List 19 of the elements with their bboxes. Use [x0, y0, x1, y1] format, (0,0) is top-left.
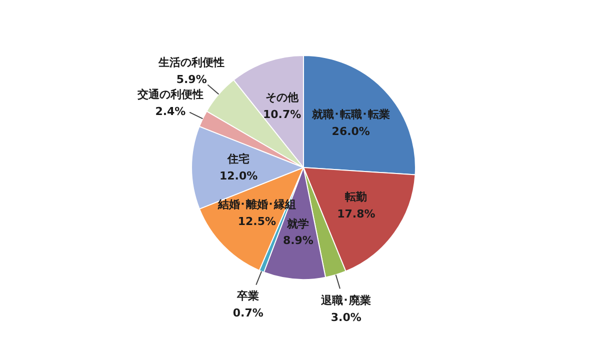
- data-label: 17.8%: [337, 207, 376, 220]
- slice-label: 交通の利便性: [136, 88, 204, 102]
- data-label: 5.9%: [176, 72, 207, 86]
- data-label: 2.4%: [155, 104, 186, 118]
- data-label: 3.0%: [330, 311, 362, 324]
- data-label: 12.5%: [238, 214, 276, 228]
- slice-label: その他: [266, 91, 300, 104]
- slice-label: 住宅: [226, 152, 250, 166]
- slice-label: 転勤: [344, 190, 368, 204]
- slice-label: 就学: [286, 217, 310, 230]
- data-label: 12.0%: [219, 170, 258, 183]
- data-label: 10.7%: [262, 108, 302, 122]
- slice-label: 卒業: [236, 290, 260, 303]
- slice-label: 就職･転職･転業: [310, 108, 390, 122]
- slice-label: 生活の利便性: [158, 56, 225, 69]
- slice-label: 退職･廃業: [320, 294, 372, 308]
- data-label: 8.9%: [282, 234, 314, 248]
- data-label: 26.0%: [332, 125, 370, 138]
- data-label: 0.7%: [232, 306, 264, 320]
